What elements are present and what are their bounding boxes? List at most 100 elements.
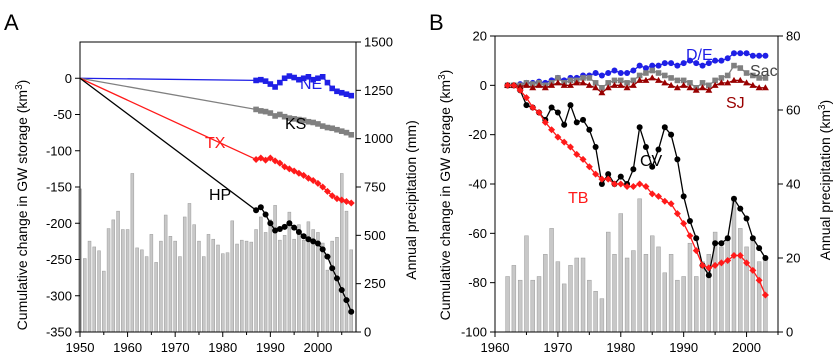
xtick-label: 2000 bbox=[303, 340, 332, 355]
point-de-1988 bbox=[668, 60, 675, 67]
point-tx-2003 bbox=[328, 192, 336, 200]
point-cv-1983 bbox=[636, 124, 643, 131]
y2tick-label: 0 bbox=[786, 325, 793, 340]
b-precip-bar-1984 bbox=[643, 254, 649, 333]
a-precip-bar-1984 bbox=[240, 239, 244, 333]
point-ne-1990 bbox=[267, 81, 274, 87]
point-de-2002 bbox=[756, 52, 763, 59]
point-sac-1987 bbox=[662, 72, 668, 79]
b-precip-bar-1963 bbox=[511, 265, 517, 333]
point-cv-1997 bbox=[724, 235, 731, 242]
point-cv-1980 bbox=[617, 173, 624, 180]
a-precip-bar-2007 bbox=[349, 249, 353, 333]
a-precip-bar-1997 bbox=[301, 239, 306, 333]
point-tb-1999 bbox=[736, 252, 744, 260]
a-precip-bar-1973 bbox=[187, 203, 192, 333]
point-tb-1992 bbox=[692, 247, 700, 255]
point-cv-1989 bbox=[674, 156, 681, 163]
b-precip-bar-1988 bbox=[668, 254, 674, 333]
xtick-label: 1980 bbox=[606, 340, 635, 355]
point-sj-1971 bbox=[560, 81, 568, 88]
point-tb-1988 bbox=[667, 200, 675, 208]
point-tx-2001 bbox=[319, 183, 327, 191]
point-cv-1965 bbox=[523, 102, 530, 109]
point-hp-2006 bbox=[343, 297, 350, 304]
point-sac-1984 bbox=[643, 70, 649, 76]
y2tick-label: 750 bbox=[364, 180, 386, 195]
point-ne-2001 bbox=[319, 74, 326, 80]
point-sac-1997 bbox=[724, 72, 731, 79]
point-de-1986 bbox=[655, 62, 662, 69]
b-precip-bar-1999 bbox=[738, 228, 743, 333]
point-sj-1981 bbox=[623, 84, 631, 91]
point-sac-2001 bbox=[750, 72, 756, 79]
point-tb-1971 bbox=[560, 138, 568, 146]
a-precip-bar-1980 bbox=[221, 253, 225, 333]
a-precip-bar-1966 bbox=[154, 262, 158, 333]
a-precip-bar-1960 bbox=[125, 229, 130, 333]
y2tick-label: 1250 bbox=[364, 83, 393, 98]
a-precip-bar-1952 bbox=[87, 240, 92, 333]
label-sj: SJ bbox=[726, 95, 745, 112]
y2tick-label: 0 bbox=[364, 325, 371, 340]
point-tb-1985 bbox=[648, 190, 656, 198]
a-precip-bar-1983 bbox=[235, 243, 239, 333]
point-tb-1979 bbox=[610, 180, 618, 188]
point-de-1984 bbox=[642, 65, 649, 72]
a-precip-bar-1994 bbox=[287, 211, 292, 333]
point-tb-1983 bbox=[636, 180, 644, 188]
point-ks-2001 bbox=[319, 123, 326, 129]
a-precip-bar-2002 bbox=[325, 269, 330, 333]
xtick-label: 1960 bbox=[481, 340, 510, 355]
point-de-1979 bbox=[611, 67, 618, 74]
point-sac-1978 bbox=[605, 80, 611, 86]
point-sj-1985 bbox=[648, 74, 656, 81]
ytick-label: -20 bbox=[468, 127, 487, 142]
point-tb-2001 bbox=[749, 266, 757, 274]
point-cv-1970 bbox=[554, 109, 561, 116]
point-ks-1988 bbox=[258, 108, 264, 114]
point-cv-1987 bbox=[661, 124, 668, 131]
point-de-1978 bbox=[605, 70, 612, 76]
point-tx-1992 bbox=[276, 159, 284, 167]
y2tick-label: 500 bbox=[364, 228, 386, 243]
a-precip-bar-1967 bbox=[159, 240, 163, 333]
point-ne-1991 bbox=[272, 84, 278, 90]
point-cv-1994 bbox=[705, 272, 712, 279]
point-sj-1969 bbox=[548, 81, 556, 88]
b-precip-bar-1969 bbox=[549, 228, 554, 333]
point-de-1998 bbox=[730, 50, 737, 57]
panel-b-y2label: Annual precipitation (km3) bbox=[817, 100, 833, 260]
point-sj-1992 bbox=[692, 86, 700, 93]
point-hp-1992 bbox=[276, 226, 283, 233]
point-sj-1968 bbox=[541, 84, 549, 91]
xtick-label: 1950 bbox=[66, 340, 95, 355]
point-sj-1977 bbox=[598, 89, 606, 96]
point-de-1976 bbox=[592, 70, 599, 76]
point-sac-1975 bbox=[586, 75, 593, 81]
point-sac-1980 bbox=[617, 77, 624, 84]
xtick-label: 1990 bbox=[256, 340, 285, 355]
b-precip-bar-1980 bbox=[618, 213, 623, 333]
point-sac-1994 bbox=[706, 82, 712, 89]
point-tb-1965 bbox=[522, 94, 530, 102]
point-tb-2002 bbox=[755, 276, 763, 284]
point-cv-1990 bbox=[680, 193, 687, 200]
a-precip-bar-1965 bbox=[149, 234, 154, 333]
point-de-1992 bbox=[693, 60, 700, 67]
a-precip-bar-1976 bbox=[201, 256, 206, 333]
point-hp-1994 bbox=[286, 220, 293, 227]
point-sac-1993 bbox=[699, 80, 706, 86]
point-de-2003 bbox=[762, 52, 769, 59]
a-precip-bar-1964 bbox=[144, 256, 149, 333]
b-precip-bar-1989 bbox=[675, 279, 680, 333]
y2tick-label: 80 bbox=[786, 29, 800, 44]
point-ne-1988 bbox=[258, 76, 264, 83]
point-ks-1994 bbox=[286, 115, 293, 121]
a-precip-bar-1979 bbox=[216, 244, 220, 333]
point-sj-1983 bbox=[636, 76, 644, 83]
point-de-1985 bbox=[649, 62, 656, 69]
point-cv-2001 bbox=[749, 235, 756, 242]
panel-a: A 1950 1960 1970 1980 1990 2000 0 -50 -100 -150 -2… bbox=[4, 10, 419, 355]
y2tick-label: 40 bbox=[786, 177, 800, 192]
